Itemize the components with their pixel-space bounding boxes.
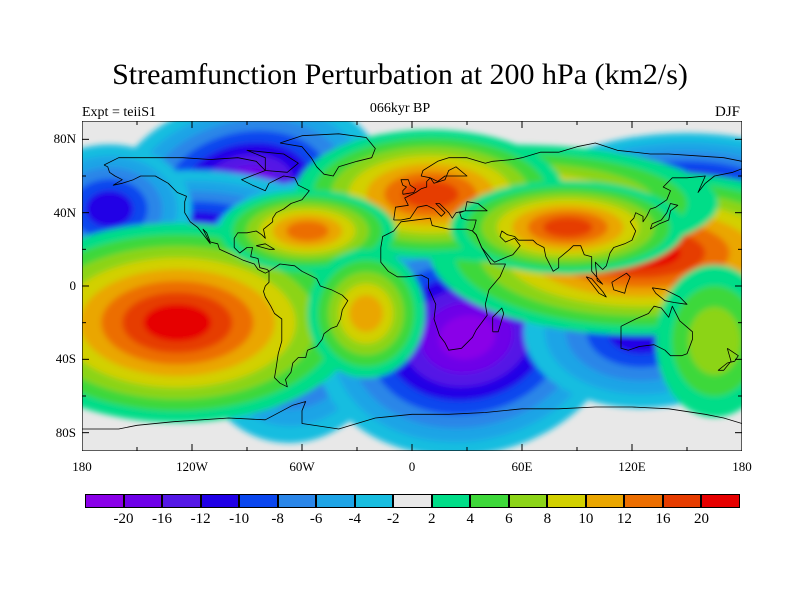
colorbar-label-9: 4 bbox=[466, 511, 475, 527]
coastline-scandinavia-block bbox=[429, 166, 468, 184]
colorbar-box-7 bbox=[354, 494, 394, 508]
colorbar-box-8 bbox=[393, 494, 432, 508]
coastline-south-america bbox=[263, 263, 349, 388]
colorbar-label-8: 2 bbox=[428, 511, 436, 527]
lon-label-6: 180 bbox=[732, 459, 752, 474]
lon-label-0: 180 bbox=[72, 459, 92, 474]
high-contour-8-7 bbox=[143, 304, 212, 342]
colorbar-label-3: -10 bbox=[229, 511, 250, 527]
coastline-indonesia-1 bbox=[585, 276, 607, 298]
colorbar-box-13 bbox=[585, 494, 625, 508]
high-contour-13-4 bbox=[349, 295, 383, 332]
lat-label-2: 0 bbox=[69, 278, 77, 293]
coastline-baffin bbox=[246, 149, 299, 173]
colorbar-box-14 bbox=[624, 494, 663, 508]
coastline-australia bbox=[620, 305, 693, 357]
colorbar-label-12: 10 bbox=[578, 511, 594, 527]
colorbar-label-7: -2 bbox=[386, 511, 400, 527]
coastline-greenland bbox=[279, 133, 376, 177]
colorbar-box-0 bbox=[85, 494, 124, 508]
coastline-africa bbox=[380, 217, 506, 351]
coastline-cuba bbox=[256, 243, 275, 250]
colorbar-box-3 bbox=[200, 494, 240, 508]
colorbar-box-15 bbox=[662, 494, 702, 508]
lat-label-1: 40N bbox=[53, 204, 76, 220]
colorbar-label-6: -4 bbox=[348, 511, 361, 527]
coastline-north-america bbox=[103, 157, 310, 274]
coastline-new-zealand bbox=[717, 347, 739, 371]
colorbar-label-5: -6 bbox=[309, 511, 323, 527]
colorbar-label-2: -12 bbox=[190, 511, 211, 527]
colorbar-box-11 bbox=[508, 494, 548, 508]
lat-label-0: 80N bbox=[53, 131, 76, 147]
colorbar-box-2 bbox=[162, 494, 201, 508]
low-contour-6-7 bbox=[438, 315, 496, 360]
coastline-madagascar bbox=[492, 307, 505, 333]
lon-label-1: 120W bbox=[176, 459, 208, 474]
experiment-label: Expt = teiiS1 bbox=[82, 105, 157, 120]
colorbar-label-15: 20 bbox=[693, 511, 709, 527]
coastline-japan bbox=[649, 203, 679, 230]
colorbar-label-13: 12 bbox=[616, 511, 632, 527]
coastline-layer bbox=[82, 133, 742, 430]
coastline-europe-asia bbox=[393, 142, 742, 285]
contour-fill-layer bbox=[82, 121, 742, 451]
colorbar-label-4: -8 bbox=[271, 511, 284, 527]
high-contour-11-6 bbox=[401, 180, 459, 208]
tick-marks bbox=[81, 121, 743, 451]
lat-label-3: 40S bbox=[55, 351, 76, 367]
high-contour-15-6 bbox=[543, 217, 593, 238]
colorbar-label-0: -20 bbox=[113, 511, 134, 527]
low-contour-3-4 bbox=[86, 190, 133, 228]
lon-label-5: 120E bbox=[618, 459, 646, 474]
lon-label-3: 0 bbox=[408, 459, 416, 474]
season-label: DJF bbox=[714, 104, 740, 120]
colorbar-box-1 bbox=[123, 494, 163, 508]
colorbar-box-12 bbox=[547, 494, 586, 508]
colorbar-label-11: 8 bbox=[543, 511, 552, 527]
coastline-uk bbox=[400, 179, 417, 195]
plot-title: Streamfunction Perturbation at 200 hPa (… bbox=[112, 58, 688, 91]
colorbar-label-10: 6 bbox=[505, 511, 513, 527]
high-contour-14-2 bbox=[688, 307, 741, 375]
colorbar-box-5 bbox=[277, 494, 317, 508]
time-label: 066kyr BP bbox=[369, 101, 431, 116]
colorbar-box-9 bbox=[431, 494, 471, 508]
map-panel bbox=[81, 120, 743, 452]
lat-label-4: 80S bbox=[55, 424, 76, 440]
coastline-antarctica bbox=[82, 401, 742, 430]
coastline-new-guinea bbox=[651, 287, 688, 305]
map-svg bbox=[81, 120, 743, 452]
colorbar-box-10 bbox=[470, 494, 509, 508]
lon-label-4: 60E bbox=[511, 459, 533, 474]
lon-label-2: 60W bbox=[289, 459, 315, 474]
colorbar-box-4 bbox=[239, 494, 278, 508]
colorbar-label-14: 16 bbox=[655, 511, 671, 527]
colorbar-box-6 bbox=[316, 494, 355, 508]
coastline-indonesia-2 bbox=[611, 272, 631, 294]
high-contour-12-5 bbox=[286, 221, 329, 241]
colorbar-label-1: -16 bbox=[152, 511, 173, 527]
colorbar-box-16 bbox=[701, 494, 740, 508]
